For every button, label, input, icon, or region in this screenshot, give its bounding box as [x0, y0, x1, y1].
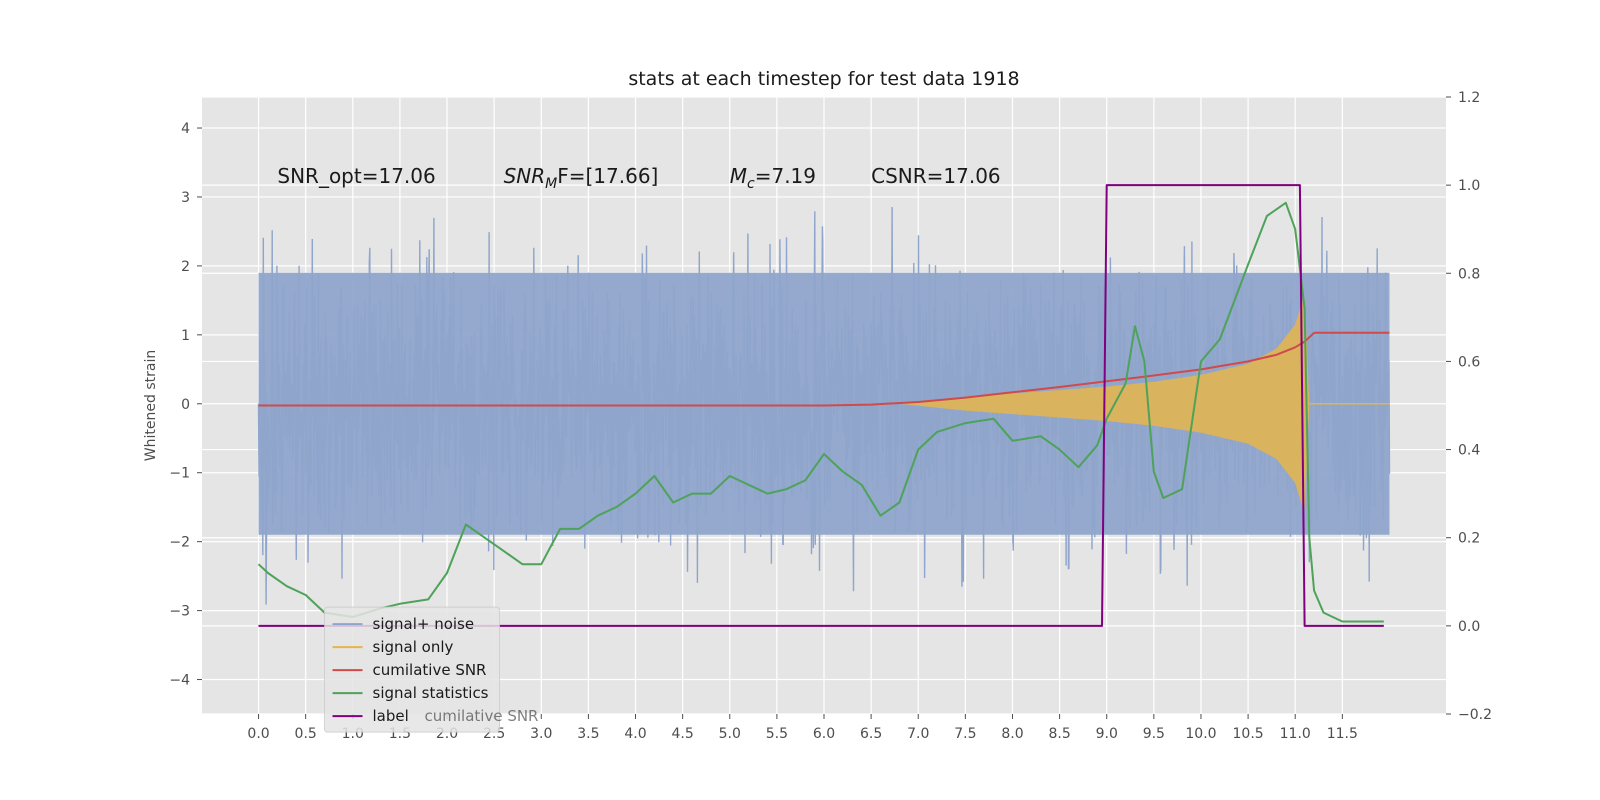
y-tick-label: 1 [181, 328, 190, 344]
y-tick-label: −4 [169, 673, 190, 689]
y2-tick-label: 1.2 [1458, 90, 1480, 106]
annotation-suffix: =7.19 [755, 164, 816, 188]
y2-tick-label: −0.2 [1458, 707, 1492, 723]
annotation-0: SNR_opt=17.06 [277, 164, 435, 188]
legend: cumilative SNR signal+ noise signal only cu… [324, 606, 539, 733]
y-tick-label: 4 [181, 121, 190, 137]
annotation-2: Mc=7.19 [730, 164, 816, 192]
annotation-prefix: M [730, 164, 747, 188]
x-tick-label: 9.5 [1143, 726, 1165, 742]
line-series [257, 184, 1390, 627]
x-tick-label: 10.0 [1185, 726, 1216, 742]
y-tick-label: 0 [181, 397, 190, 413]
y2-tick-label: 0.8 [1458, 266, 1480, 282]
x-tick-label: 9.0 [1096, 726, 1118, 742]
y-tick-label: 3 [181, 190, 190, 206]
annotation-sub: M [545, 176, 557, 192]
signal-statistics-line [257, 201, 1384, 623]
label-line [258, 184, 1384, 627]
legend-box [324, 606, 501, 733]
annotation-sub: c [747, 176, 755, 192]
y-tick-label: 2 [181, 259, 190, 275]
annotation-prefix: SNR [504, 164, 546, 188]
x-tick-label: 5.5 [766, 726, 788, 742]
legend-label: signal+ noise [373, 615, 475, 633]
x-tick-label: 5.0 [719, 726, 741, 742]
x-tick-label: 7.0 [907, 726, 929, 742]
y2-tick-label: 0.4 [1458, 443, 1480, 459]
x-tick-label: 3.5 [577, 726, 599, 742]
x-tick-label: 6.0 [813, 726, 835, 742]
chart-title: stats at each timestep for test data 191… [628, 68, 1019, 90]
legend-label: cumilative SNR [373, 661, 487, 679]
y-tick-label: −3 [169, 604, 190, 620]
x-tick-label: 10.5 [1233, 726, 1264, 742]
y2-tick-label: 1.0 [1458, 178, 1480, 194]
x-tick-label: 4.0 [624, 726, 646, 742]
annotation-3: CSNR=17.06 [871, 164, 1001, 188]
annotation-1: SNRMF=[17.66] [504, 164, 659, 192]
legend-label: signal only [373, 638, 454, 656]
y2-tick-label: 0.2 [1458, 531, 1480, 547]
cumulative-snr-line [258, 331, 1390, 407]
annotation-suffix: F=[17.66] [557, 164, 658, 188]
x-tick-label: 6.5 [860, 726, 882, 742]
x-tick-label: 8.5 [1048, 726, 1070, 742]
legend-ghost-text: cumilative SNR [425, 707, 539, 725]
axes: 0.0 0.5 1.0 1.5 2.0 2.5 3.0 3.5 4.0 4.5 5.0 5.5 6.0 6… [169, 90, 1492, 742]
y2-tick-label: 0.0 [1458, 619, 1480, 635]
x-tick-label: 0.5 [295, 726, 317, 742]
annotations: SNR_opt=17.06 SNRMF=[17.66] Mc=7.19 CSNR=17… [277, 164, 1000, 192]
x-tick-label: 11.0 [1280, 726, 1311, 742]
y2-tick-label: 0.6 [1458, 354, 1480, 370]
x-tick-label: 4.5 [672, 726, 694, 742]
y-tick-label: −1 [169, 466, 190, 482]
x-tick-label: 8.0 [1001, 726, 1023, 742]
x-tick-label: 7.5 [954, 726, 976, 742]
y-axis-label: Whitened strain [143, 350, 159, 461]
y-tick-label: −2 [169, 535, 190, 551]
x-tick-label: 0.0 [247, 726, 269, 742]
x-tick-label: 11.5 [1327, 726, 1358, 742]
legend-label: label [373, 707, 409, 725]
signal-noise-line [257, 206, 1391, 605]
x-tick-label: 3.0 [530, 726, 552, 742]
legend-label: signal statistics [373, 684, 489, 702]
